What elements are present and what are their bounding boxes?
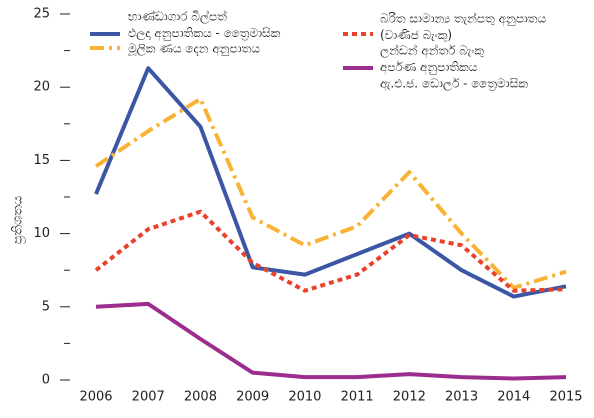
- x-tick-label: 2011: [341, 390, 374, 405]
- series-line: [94, 96, 567, 290]
- series-line: [94, 209, 567, 293]
- x-tick-label: 2008: [184, 390, 217, 405]
- x-tick-label: 2013: [445, 390, 478, 405]
- series-line: [94, 66, 567, 299]
- legend-label: ලන්ඩන් අන්තර් බැංකු: [380, 43, 484, 58]
- y-axis-label: ප්‍රතිශතය: [11, 196, 26, 245]
- legend-label: ඇ.එ.ජ. ඩොලර් - ත්‍රෛමාසික: [380, 77, 528, 92]
- y-tick-label: 5: [42, 299, 50, 314]
- y-tick-label: 20: [33, 80, 50, 95]
- legend-label: ඵලදා අනුපාතිකය - ත්‍රෛමාසික: [128, 26, 281, 41]
- legend-label: අර්පණ අනුපාතිකය: [380, 60, 478, 75]
- y-tick-label: 0: [42, 373, 50, 388]
- x-tick-label: 2006: [79, 390, 112, 405]
- x-tick-label: 2015: [549, 390, 582, 405]
- legend-label: (වාණිජ බැංකු): [380, 28, 452, 42]
- legend-label: බරිත සාමාන්‍ය තැන්පතු අනුපාතය: [380, 11, 547, 26]
- x-tick-label: 2014: [497, 390, 530, 405]
- legend-label: මූලික ණය දෙන අනුපාතය: [128, 42, 261, 57]
- y-tick-label: 10: [33, 226, 50, 241]
- x-tick-label: 2010: [288, 390, 321, 405]
- x-tick-label: 2009: [236, 390, 269, 405]
- x-tick-label: 2012: [393, 390, 426, 405]
- legend-label: භාණ්ඩාගාර බිල්පත්: [128, 9, 227, 24]
- series-line: [95, 301, 567, 381]
- x-tick-label: 2007: [132, 390, 165, 405]
- y-tick-label: 25: [33, 7, 50, 22]
- y-tick-label: 15: [33, 153, 50, 168]
